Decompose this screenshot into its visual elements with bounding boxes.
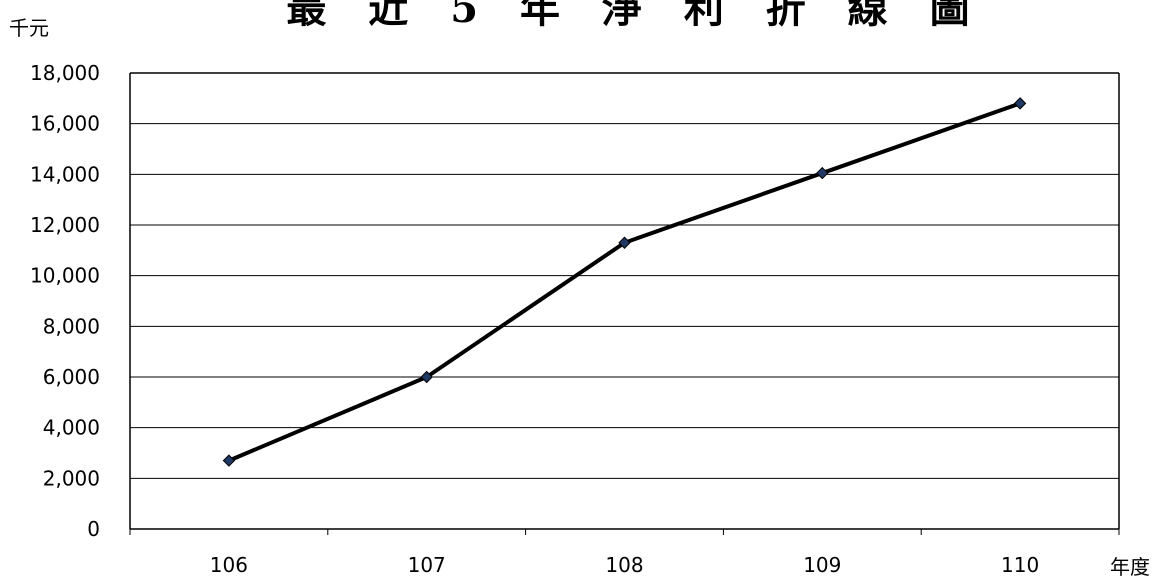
y-tick-label: 10,000 [30, 264, 100, 288]
data-point-marker [420, 370, 433, 384]
data-point-marker [816, 166, 829, 180]
y-tick-label: 6,000 [43, 365, 100, 389]
y-axis-unit-label: 千元 [9, 16, 49, 40]
y-tick-label: 18,000 [30, 61, 100, 85]
y-tick-label: 12,000 [30, 213, 100, 237]
data-point-marker [618, 236, 631, 249]
x-tick-label: 108 [605, 553, 643, 577]
y-tick-label: 14,000 [30, 162, 100, 186]
x-tick-label: 110 [1001, 553, 1039, 577]
data-point-marker [1013, 97, 1027, 110]
y-tick-label: 2,000 [43, 466, 100, 490]
y-tick-label: 8,000 [43, 314, 100, 338]
y-tick-label: 16,000 [30, 112, 100, 136]
x-tick-label: 109 [803, 553, 841, 577]
data-point-marker [222, 454, 236, 467]
x-axis-unit-label: 年度 [1110, 555, 1150, 579]
chart-title: 最 近 5 年 淨 利 折 線 圖 [286, 0, 983, 32]
y-tick-label: 0 [87, 517, 100, 541]
x-tick-label: 107 [408, 553, 446, 577]
y-tick-label: 4,000 [43, 416, 100, 440]
plot-area: 0 2,000 4,000 6,000 8,000 10,000 12,000 14,000 1… [30, 61, 1120, 577]
series-line [226, 101, 1023, 463]
x-tick-label: 106 [210, 553, 248, 577]
